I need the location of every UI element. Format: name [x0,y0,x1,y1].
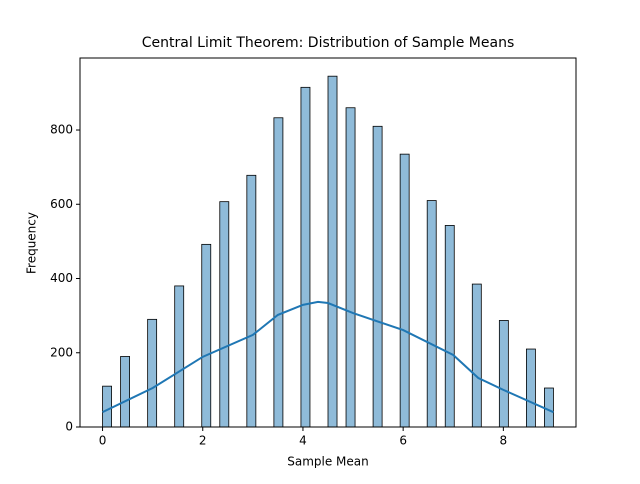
bar [426,200,437,428]
bar [327,75,338,428]
y-tick-label: 600 [50,197,73,211]
y-tick-label: 400 [50,271,73,285]
bar [246,174,257,428]
bar [273,117,284,428]
x-tick-label: 4 [299,434,307,448]
bar [372,125,383,428]
kde-line [102,300,554,414]
x-tick-label: 6 [399,434,407,448]
y-tick-label: 0 [65,420,73,434]
bar [471,283,482,428]
x-tick-label: 0 [99,434,107,448]
y-tick-label: 200 [50,345,73,359]
plot-frame [79,57,577,428]
bar [300,86,311,428]
bar [544,387,554,428]
y-axis-label: Frequency [25,212,39,274]
x-tick-label: 2 [199,434,207,448]
bar [120,356,130,428]
bar [498,320,509,428]
bar [102,385,112,428]
bar [526,348,536,428]
bar [219,201,230,428]
bar [201,243,212,428]
bar [174,285,185,428]
chart-title: Central Limit Theorem: Distribution of S… [142,35,515,51]
y-tick-label: 800 [50,123,73,137]
x-tick-label: 8 [500,434,508,448]
bar [444,225,455,428]
x-axis-label: Sample Mean [287,455,369,469]
bar [147,318,158,428]
bar [345,107,356,428]
bar [399,153,410,428]
